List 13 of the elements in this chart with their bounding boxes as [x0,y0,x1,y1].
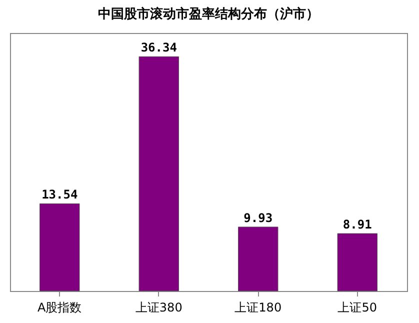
data-label: 36.34 [140,40,177,55]
bar [238,226,278,292]
bar [138,56,179,292]
x-tick-label: A股指数 [38,300,82,314]
bar [40,203,80,292]
x-tick-label: 上证180 [234,300,282,314]
x-tick-label: 上证50 [338,300,378,314]
x-tick-label: 上证380 [135,300,182,314]
data-label: 13.54 [42,188,78,202]
data-label: 8.91 [342,218,372,232]
bar [337,233,378,292]
data-label: 9.93 [244,210,273,225]
chart-title: 中国股市滚动市盈率结构分布（沪市） [98,6,319,22]
